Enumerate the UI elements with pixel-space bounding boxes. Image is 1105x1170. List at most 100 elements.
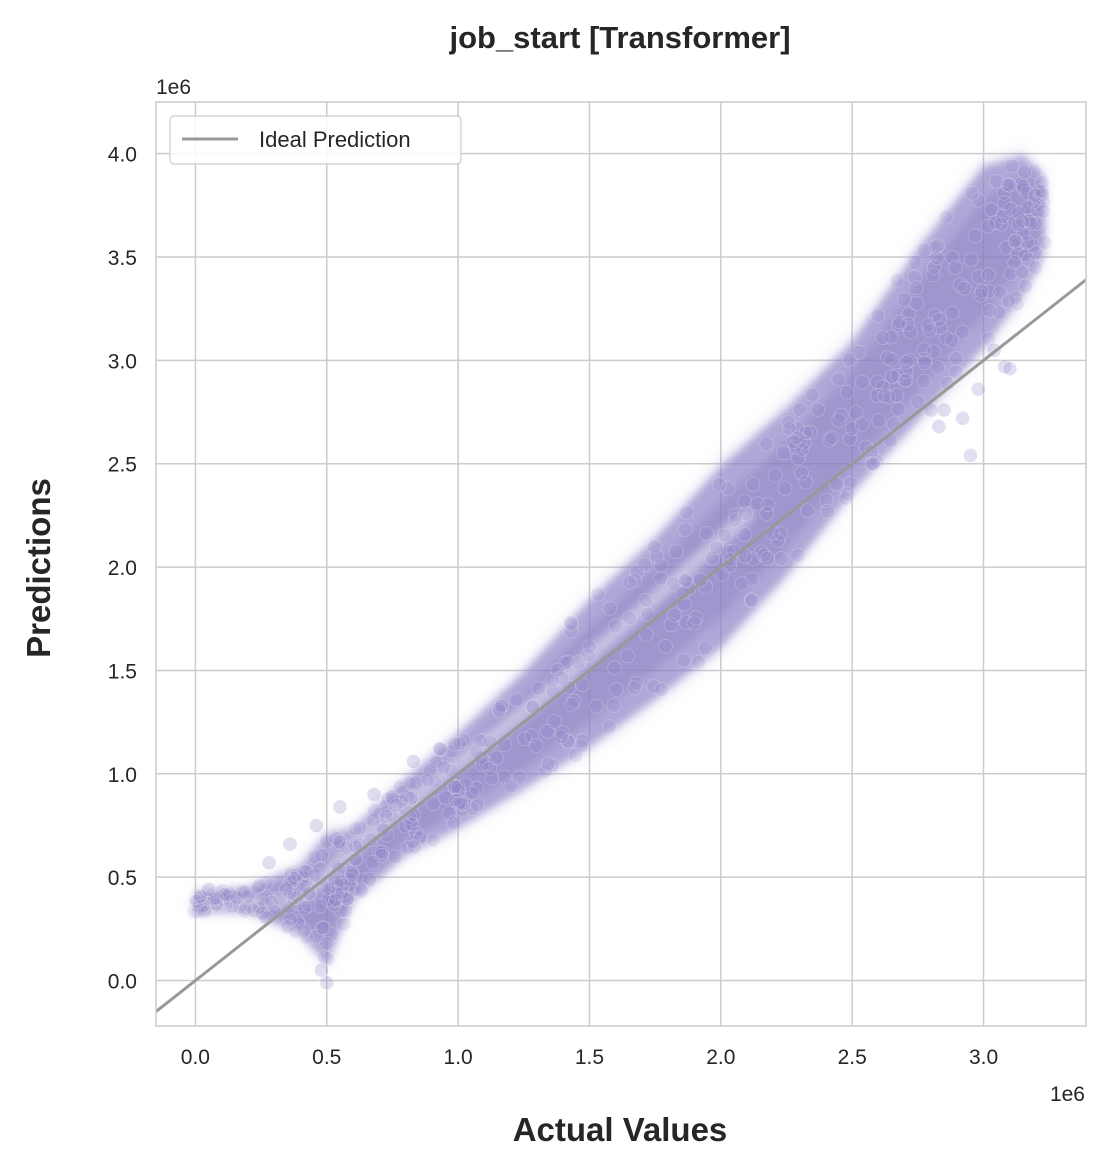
scatter-point bbox=[264, 895, 280, 910]
scatter-point bbox=[465, 801, 480, 816]
scatter-point bbox=[773, 551, 789, 566]
scatter-point bbox=[955, 324, 971, 340]
scatter-point bbox=[1028, 260, 1043, 276]
scatter-point bbox=[877, 388, 893, 404]
scatter-point bbox=[970, 192, 986, 208]
scatter-point bbox=[563, 615, 579, 630]
scatter-point bbox=[744, 571, 760, 587]
scatter-point bbox=[676, 653, 692, 668]
scatter-point bbox=[981, 331, 997, 347]
scatter-point bbox=[232, 899, 248, 915]
scatter-point bbox=[447, 779, 463, 794]
scatter-point bbox=[299, 929, 315, 945]
scatter-point bbox=[1017, 164, 1032, 180]
scatter-point bbox=[883, 329, 899, 345]
scatter-point bbox=[344, 867, 360, 883]
scatter-point bbox=[901, 306, 917, 322]
scatter-point bbox=[691, 654, 707, 670]
scatter-point bbox=[313, 847, 329, 863]
scatter-point bbox=[193, 902, 209, 918]
scatter-point bbox=[188, 894, 204, 909]
scatter-point bbox=[327, 893, 343, 908]
scatter-point bbox=[607, 660, 622, 676]
scatter-point bbox=[373, 818, 389, 833]
scatter-point bbox=[1035, 187, 1050, 203]
scatter-point bbox=[365, 812, 381, 828]
scatter-point bbox=[993, 216, 1009, 232]
scatter-point bbox=[760, 497, 776, 513]
scatter-point bbox=[545, 672, 561, 688]
scatter-point bbox=[282, 885, 298, 901]
scatter-point bbox=[580, 647, 596, 663]
scatter-point bbox=[997, 195, 1013, 211]
legend: Ideal Prediction bbox=[169, 115, 462, 165]
scatter-point bbox=[378, 809, 394, 824]
legend-box bbox=[169, 115, 462, 165]
scatter-point bbox=[319, 833, 335, 849]
scatter-point bbox=[964, 185, 980, 201]
scatter-point bbox=[992, 285, 1008, 300]
scatter-point bbox=[744, 593, 760, 609]
scatter-point bbox=[550, 662, 566, 678]
scatter-point bbox=[903, 324, 918, 340]
scatter-point bbox=[698, 640, 713, 656]
scatter-point bbox=[209, 897, 225, 913]
scatter-point bbox=[380, 791, 396, 807]
scatter-point bbox=[312, 861, 328, 877]
scatter-point bbox=[712, 476, 728, 492]
scatter-point bbox=[1009, 245, 1025, 261]
scatter-point bbox=[646, 539, 662, 555]
scatter-point bbox=[917, 355, 933, 371]
y-tick-label: 2.0 bbox=[108, 557, 137, 580]
scatter-point bbox=[848, 405, 864, 421]
scatter-point bbox=[1014, 176, 1029, 192]
scatter-point bbox=[457, 777, 473, 793]
scatter-point bbox=[223, 894, 239, 909]
scatter-point bbox=[791, 401, 807, 417]
y-tick-label: 1.0 bbox=[108, 764, 137, 787]
scatter-outlier-point bbox=[314, 962, 329, 978]
scatter-point bbox=[446, 815, 462, 831]
scatter-point bbox=[640, 606, 655, 622]
scatter-point bbox=[840, 486, 856, 502]
scatter-point bbox=[582, 639, 598, 655]
scatter-point bbox=[383, 807, 399, 823]
scatter-point bbox=[608, 618, 623, 634]
scatter-point bbox=[1021, 213, 1037, 228]
scatter-point bbox=[450, 783, 466, 798]
scatter-point bbox=[470, 797, 486, 813]
scatter-point bbox=[250, 880, 266, 895]
scatter-point bbox=[454, 796, 470, 812]
scatter-point bbox=[404, 790, 420, 806]
scatter-point bbox=[296, 923, 312, 938]
scatter-point bbox=[563, 623, 579, 639]
scatter-point bbox=[629, 564, 645, 580]
scatter-point bbox=[754, 544, 769, 560]
scatter-point bbox=[916, 242, 932, 258]
scatter-point bbox=[870, 307, 886, 323]
scatter-point bbox=[1027, 187, 1043, 203]
scatter-point bbox=[957, 280, 972, 296]
scatter-point bbox=[316, 920, 332, 936]
scatter-point bbox=[257, 896, 273, 911]
scatter-point bbox=[397, 818, 413, 834]
scatter-point bbox=[538, 763, 553, 779]
scatter-point bbox=[909, 296, 924, 311]
scatter-point bbox=[995, 209, 1010, 225]
scatter-point bbox=[927, 239, 943, 255]
scatter-point bbox=[869, 453, 884, 469]
y-tick-label: 2.5 bbox=[108, 454, 137, 477]
scatter-point bbox=[948, 260, 963, 275]
scatter-point bbox=[208, 896, 224, 912]
scatter-point bbox=[374, 848, 389, 863]
scatter-point bbox=[627, 572, 643, 588]
scatter-point bbox=[938, 209, 954, 225]
scatter-point bbox=[891, 317, 906, 333]
scatter-point bbox=[450, 779, 466, 795]
scatter-point bbox=[217, 887, 232, 902]
scatter-point bbox=[339, 891, 355, 907]
scatter-point bbox=[320, 892, 336, 907]
scatter-point bbox=[353, 881, 369, 897]
scatter-point bbox=[251, 899, 266, 915]
